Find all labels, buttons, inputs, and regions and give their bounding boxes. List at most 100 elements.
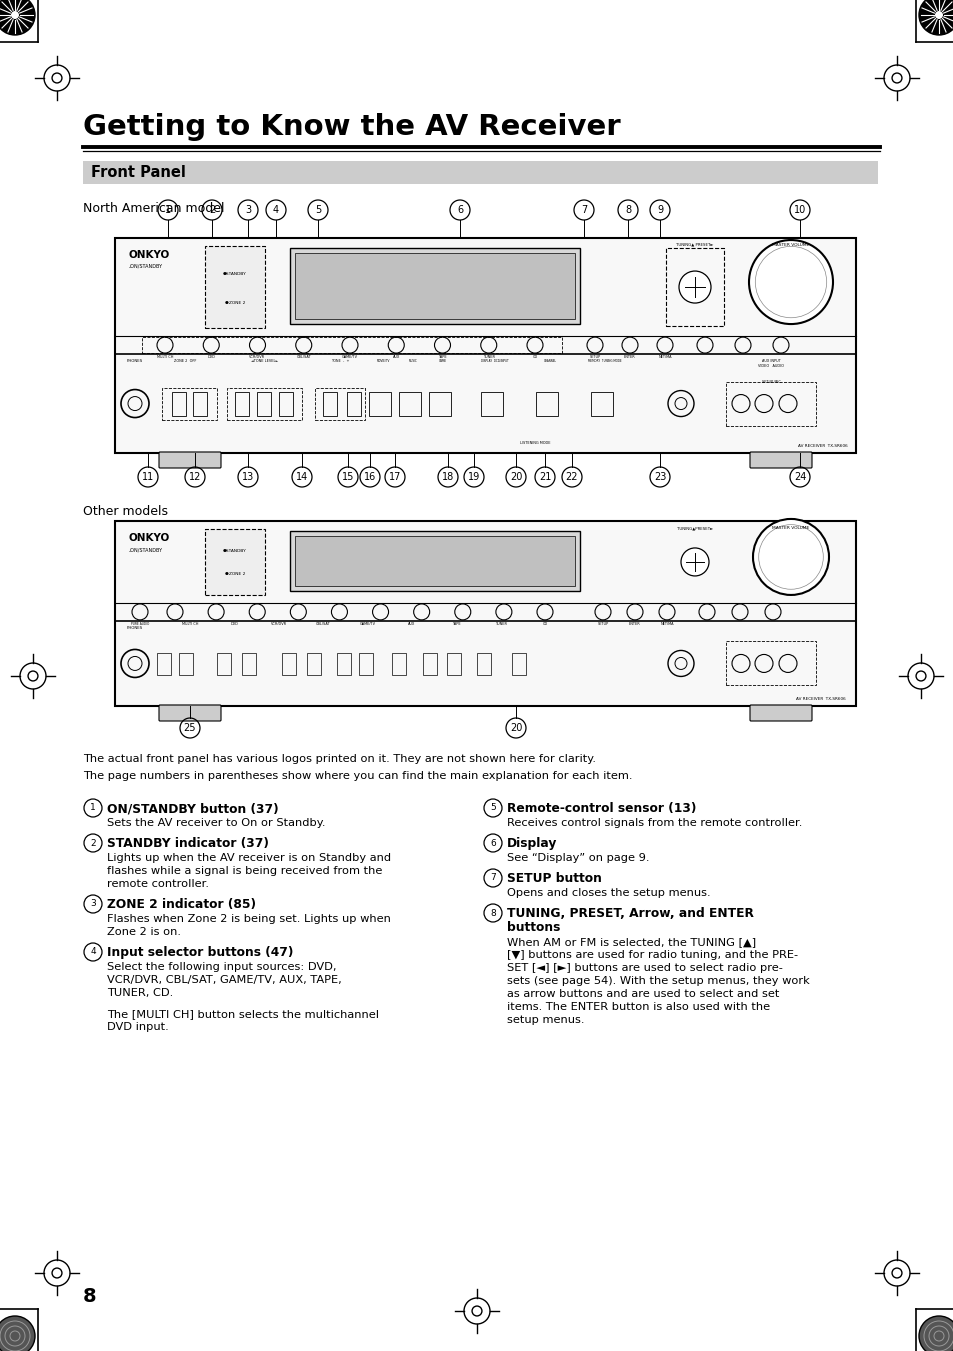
Bar bbox=[392, 654, 406, 676]
Text: DISPLAY  DCD/INPUT: DISPLAY DCD/INPUT bbox=[480, 359, 508, 363]
Text: [▼] buttons are used for radio tuning, and the PRE-: [▼] buttons are used for radio tuning, a… bbox=[506, 950, 798, 961]
Text: Select the following input sources: DVD,: Select the following input sources: DVD, bbox=[107, 962, 336, 971]
Text: ENTER: ENTER bbox=[628, 621, 640, 626]
Circle shape bbox=[918, 1316, 953, 1351]
Text: Receives control signals from the remote controller.: Receives control signals from the remote… bbox=[506, 817, 801, 828]
Bar bbox=[512, 654, 525, 676]
Text: 20: 20 bbox=[509, 723, 521, 734]
Text: Other models: Other models bbox=[83, 505, 168, 517]
Bar bbox=[665, 249, 723, 326]
Text: 1: 1 bbox=[165, 205, 171, 215]
Text: ♩ON/STANDBY: ♩ON/STANDBY bbox=[129, 547, 163, 553]
Bar bbox=[725, 381, 815, 426]
Text: CBL/SAT: CBL/SAT bbox=[296, 355, 311, 359]
Bar bbox=[398, 392, 420, 416]
Text: GAME: GAME bbox=[438, 359, 447, 363]
FancyBboxPatch shape bbox=[159, 453, 221, 467]
Circle shape bbox=[11, 11, 19, 19]
Text: 7: 7 bbox=[580, 205, 586, 215]
Text: 13: 13 bbox=[242, 471, 253, 482]
Bar bbox=[278, 392, 293, 416]
Bar bbox=[323, 392, 336, 416]
Text: ●ZONE 2: ●ZONE 2 bbox=[225, 571, 245, 576]
Bar bbox=[725, 642, 815, 685]
Bar bbox=[256, 392, 271, 416]
Text: VCR/DVR: VCR/DVR bbox=[249, 355, 265, 359]
Circle shape bbox=[0, 0, 35, 35]
Text: 11: 11 bbox=[142, 471, 154, 482]
Text: Sets the AV receiver to On or Standby.: Sets the AV receiver to On or Standby. bbox=[107, 817, 325, 828]
Text: 2: 2 bbox=[209, 205, 214, 215]
Text: DVD: DVD bbox=[207, 355, 215, 359]
Text: as arrow buttons and are used to select and set: as arrow buttons and are used to select … bbox=[506, 989, 779, 998]
Text: ◄TONE LEVEL►: ◄TONE LEVEL► bbox=[251, 359, 278, 363]
Bar bbox=[193, 392, 207, 416]
Circle shape bbox=[0, 1316, 35, 1351]
Text: ●ZONE 2: ●ZONE 2 bbox=[225, 300, 245, 304]
Text: VCR/DVR, CBL/SAT, GAME/TV, AUX, TAPE,: VCR/DVR, CBL/SAT, GAME/TV, AUX, TAPE, bbox=[107, 975, 341, 985]
Bar bbox=[216, 654, 231, 676]
Bar bbox=[157, 654, 171, 676]
Bar bbox=[179, 654, 193, 676]
Bar bbox=[429, 392, 451, 416]
Bar bbox=[234, 392, 249, 416]
Text: PHONES: PHONES bbox=[127, 359, 143, 363]
Text: 3: 3 bbox=[245, 205, 251, 215]
Text: AV RECEIVER  TX-SR606: AV RECEIVER TX-SR606 bbox=[798, 444, 847, 449]
Bar bbox=[307, 654, 320, 676]
Text: SETUP MIC: SETUP MIC bbox=[760, 380, 780, 384]
Text: GAME/TV: GAME/TV bbox=[341, 355, 357, 359]
Text: TUNER, CD.: TUNER, CD. bbox=[107, 988, 173, 998]
Text: remote controller.: remote controller. bbox=[107, 880, 209, 889]
Text: 19: 19 bbox=[467, 471, 479, 482]
Text: Opens and closes the setup menus.: Opens and closes the setup menus. bbox=[506, 888, 710, 898]
Bar bbox=[590, 392, 613, 416]
Bar bbox=[290, 249, 579, 324]
Text: MASTER VOLUME: MASTER VOLUME bbox=[772, 243, 809, 247]
Text: 8: 8 bbox=[83, 1286, 96, 1305]
FancyBboxPatch shape bbox=[749, 705, 811, 721]
Text: 23: 23 bbox=[653, 471, 665, 482]
Text: AUX: AUX bbox=[393, 355, 399, 359]
Text: AUX: AUX bbox=[408, 621, 416, 626]
Bar bbox=[447, 654, 460, 676]
Bar bbox=[242, 654, 255, 676]
Text: GAME/TV: GAME/TV bbox=[359, 621, 375, 626]
Text: AV RECEIVER  TX-SR606: AV RECEIVER TX-SR606 bbox=[796, 697, 845, 701]
Circle shape bbox=[918, 0, 953, 35]
Text: STANDBY indicator (37): STANDBY indicator (37) bbox=[107, 838, 269, 850]
Text: 6: 6 bbox=[456, 205, 462, 215]
Text: sets (see page 54). With the setup menus, they work: sets (see page 54). With the setup menus… bbox=[506, 975, 809, 986]
Text: Remote-control sensor (13): Remote-control sensor (13) bbox=[506, 802, 696, 815]
Text: 1: 1 bbox=[90, 804, 95, 812]
Text: ZONE 2 indicator (85): ZONE 2 indicator (85) bbox=[107, 898, 255, 911]
Text: ONKYO: ONKYO bbox=[129, 250, 170, 259]
Text: 18: 18 bbox=[441, 471, 454, 482]
Text: TAPE: TAPE bbox=[437, 355, 446, 359]
Text: 24: 24 bbox=[793, 471, 805, 482]
Bar bbox=[294, 253, 575, 319]
Bar bbox=[536, 392, 558, 416]
Text: TONE  -  +: TONE - + bbox=[331, 359, 349, 363]
Bar bbox=[227, 388, 302, 420]
Text: ZONE 2  OFF: ZONE 2 OFF bbox=[173, 359, 196, 363]
Text: ♩ON/STANDBY: ♩ON/STANDBY bbox=[129, 263, 163, 269]
Text: 8: 8 bbox=[624, 205, 630, 215]
Circle shape bbox=[748, 240, 832, 324]
Text: ENTER: ENTER bbox=[623, 355, 636, 359]
Text: 2: 2 bbox=[91, 839, 95, 847]
Text: MUSIC: MUSIC bbox=[408, 359, 416, 363]
FancyBboxPatch shape bbox=[749, 453, 811, 467]
Text: PURE AUDIO: PURE AUDIO bbox=[131, 621, 149, 626]
Text: 6: 6 bbox=[490, 839, 496, 847]
Bar bbox=[290, 531, 579, 590]
Bar bbox=[205, 530, 265, 594]
Text: TUNER: TUNER bbox=[494, 621, 506, 626]
Text: 5: 5 bbox=[314, 205, 321, 215]
Text: Input selector buttons (47): Input selector buttons (47) bbox=[107, 946, 294, 959]
Text: 10: 10 bbox=[793, 205, 805, 215]
Text: CHANNEL: CHANNEL bbox=[543, 359, 556, 363]
Text: CBL/SAT: CBL/SAT bbox=[315, 621, 330, 626]
Text: 20: 20 bbox=[509, 471, 521, 482]
Text: MOVIE/TV: MOVIE/TV bbox=[375, 359, 389, 363]
